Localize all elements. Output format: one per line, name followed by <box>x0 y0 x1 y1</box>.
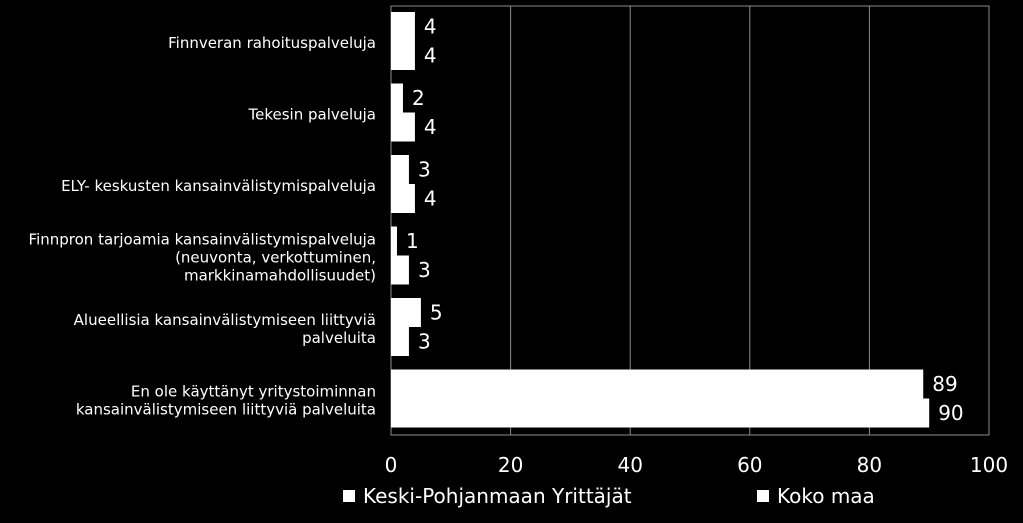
legend-label-series-1: Keski-Pohjanmaan Yrittäjät <box>363 484 632 508</box>
x-tick-label-4: 80 <box>857 453 882 477</box>
category-label-5-line-2: palveluita <box>302 329 376 347</box>
bar-s2-c6 <box>391 398 930 428</box>
data-label-s2-c2: 4 <box>424 115 437 139</box>
bar-s2-c4 <box>391 255 409 285</box>
data-label-s1-c3: 3 <box>418 158 431 182</box>
data-label-s2-c1: 4 <box>424 44 437 68</box>
category-label-6-line-1: En ole käyttänyt yritystoiminnan <box>131 382 376 400</box>
legend-label-series-2: Koko maa <box>777 484 875 508</box>
category-label-4-line-2: (neuvonta, verkottuminen, <box>175 248 376 266</box>
data-label-s2-c3: 4 <box>424 187 437 211</box>
plot-area-border <box>390 5 990 436</box>
legend-item-series-1: Keski-Pohjanmaan Yrittäjät <box>343 484 632 508</box>
bar-s1-c2 <box>391 83 403 113</box>
x-tick-label-1: 20 <box>498 453 523 477</box>
data-label-s1-c4: 1 <box>406 229 419 253</box>
data-label-s1-c6: 89 <box>932 372 957 396</box>
category-label-1-line-1: Finnveran rahoituspalveluja <box>168 34 376 52</box>
category-label-3-line-1: ELY- keskusten kansainvälistymispalveluj… <box>61 177 376 195</box>
category-label-2-line-1: Tekesin palveluja <box>248 105 377 123</box>
category-label-4-line-3: markkinamahdollisuudet) <box>184 266 376 284</box>
data-label-s1-c2: 2 <box>412 86 425 110</box>
legend-swatch-series-1 <box>343 490 355 502</box>
data-label-s2-c6: 90 <box>938 401 963 425</box>
x-tick-label-2: 40 <box>617 453 642 477</box>
category-label-4-line-1: Finnpron tarjoamia kansainvälistymispalv… <box>29 230 376 248</box>
bar-s2-c1 <box>391 41 415 70</box>
legend-item-series-2: Koko maa <box>757 484 875 508</box>
x-tick-label-3: 60 <box>737 453 762 477</box>
bar-s2-c2 <box>391 112 415 142</box>
bar-s1-c1 <box>391 12 415 41</box>
category-label-6-line-2: kansainvälistymiseen liittyviä palveluit… <box>76 400 376 418</box>
x-tick-label-5: 100 <box>970 453 1008 477</box>
data-label-s2-c5: 3 <box>418 330 431 354</box>
category-label-5-line-1: Alueellisia kansainvälistymiseen liittyv… <box>74 311 376 329</box>
data-label-s1-c5: 5 <box>430 301 443 325</box>
bar-s2-c5 <box>391 327 409 356</box>
bar-s1-c3 <box>391 155 409 184</box>
legend-swatch-series-2 <box>757 490 769 502</box>
bar-s1-c6 <box>391 369 924 399</box>
bar-s1-c4 <box>391 226 397 256</box>
data-label-s2-c4: 3 <box>418 258 431 282</box>
x-tick-label-0: 0 <box>385 453 398 477</box>
data-label-s1-c1: 4 <box>424 15 437 39</box>
bar-s2-c3 <box>391 184 415 213</box>
bar-s1-c5 <box>391 298 421 327</box>
legend: Keski-Pohjanmaan Yrittäjät Koko maa <box>0 476 1023 516</box>
